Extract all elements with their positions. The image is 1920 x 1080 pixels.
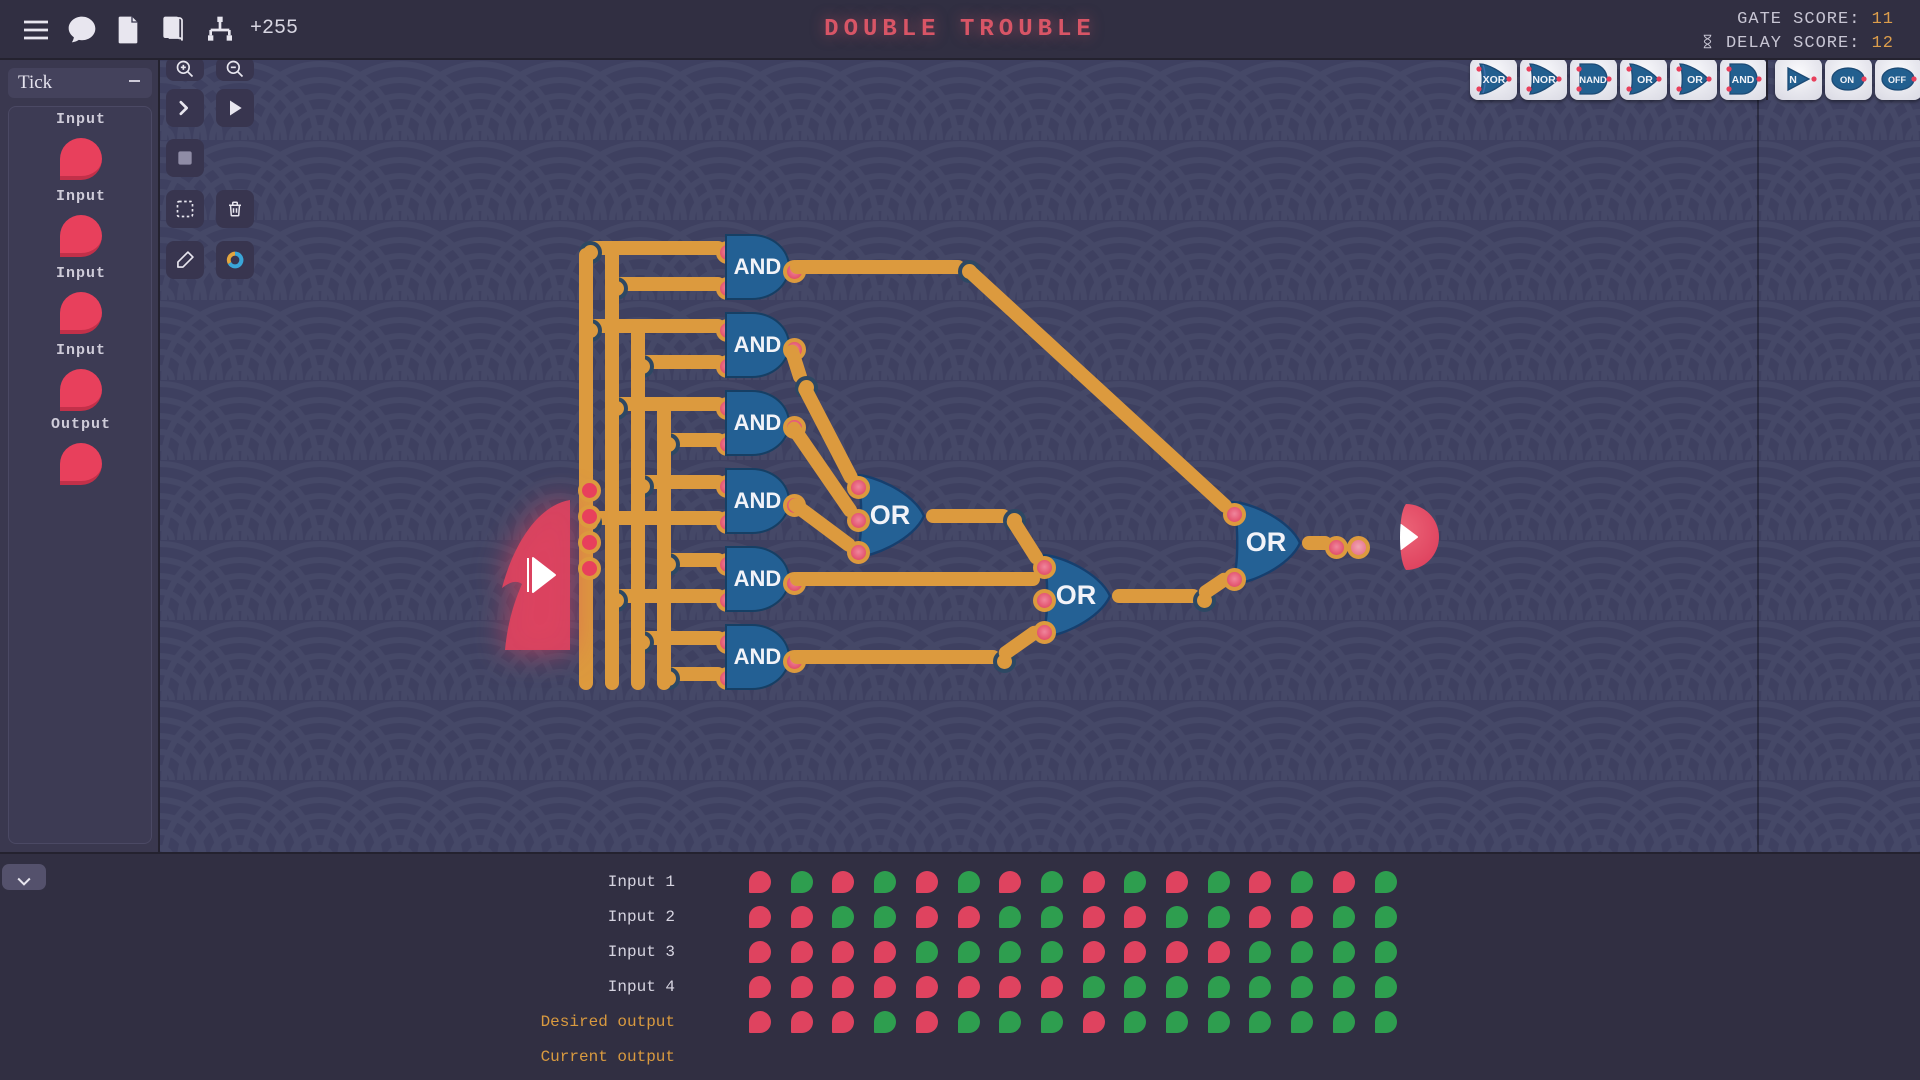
svg-text:OR: OR <box>1687 74 1703 86</box>
svg-text:NAND: NAND <box>1579 75 1607 86</box>
svg-text:OR: OR <box>1246 527 1287 557</box>
svg-text:XOR: XOR <box>1483 74 1506 86</box>
svg-text:OR: OR <box>1637 74 1653 86</box>
svg-text:AND: AND <box>1732 74 1755 86</box>
svg-text:N: N <box>1789 74 1797 86</box>
svg-text:NOR: NOR <box>1532 74 1556 86</box>
svg-text:ON: ON <box>1840 75 1854 86</box>
svg-text:OR: OR <box>1056 580 1097 610</box>
svg-text:OFF: OFF <box>1888 75 1906 85</box>
svg-text:OR: OR <box>870 500 911 530</box>
